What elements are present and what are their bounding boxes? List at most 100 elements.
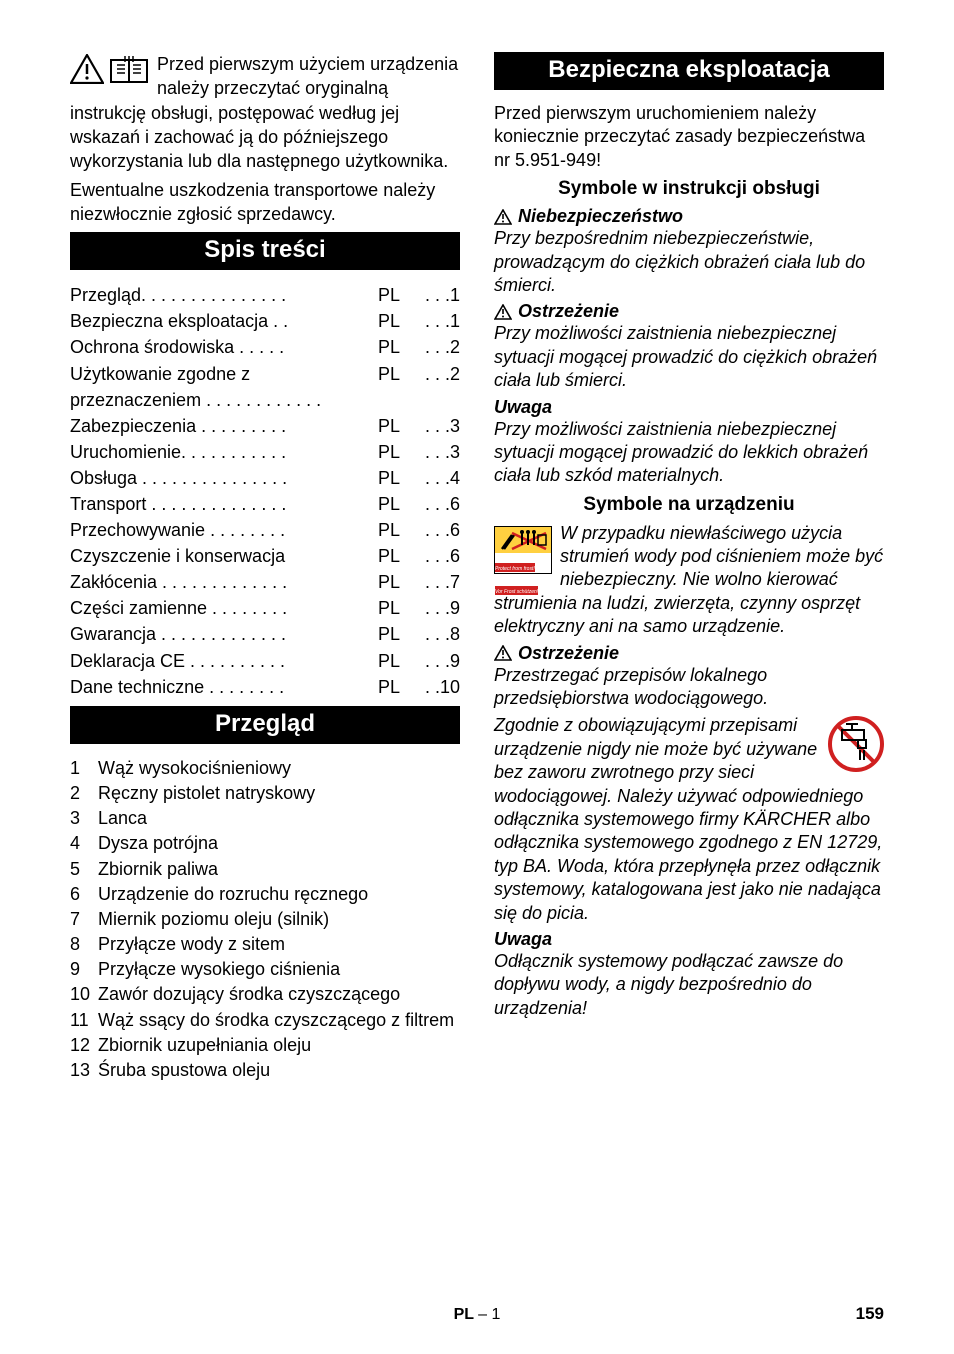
toc-lang: PL [378, 543, 418, 569]
note2-text: Odłącznik systemowy podłączać zawsze do … [494, 950, 884, 1020]
toc-lang: PL [378, 465, 418, 491]
list-text: Zbiornik uzupełniania oleju [98, 1033, 460, 1058]
toc-label: Gwarancja . . . . . . . . . . . . . [70, 621, 378, 647]
list-item: 7Miernik poziomu oleju (silnik) [70, 907, 460, 932]
list-item: 12Zbiornik uzupełniania oleju [70, 1033, 460, 1058]
warning-text: Przy możliwości zaistnienia niebezpieczn… [494, 322, 884, 392]
device-warning-text: W przypadku niewłaściwego użycia strumie… [494, 523, 883, 637]
toc-label: Ochrona środowiska . . . . . [70, 334, 378, 360]
toc-page: . . .4 [418, 465, 460, 491]
list-number: 11 [70, 1008, 98, 1033]
toc-lang: PL [378, 439, 418, 465]
toc-page: . . .3 [418, 413, 460, 439]
list-item: 4Dysza potrójna [70, 831, 460, 856]
toc-label: Transport . . . . . . . . . . . . . . [70, 491, 378, 517]
danger-text: Przy bezpośrednim niebezpieczeństwie, pr… [494, 227, 884, 297]
toc-page: . . .7 [418, 569, 460, 595]
toc-page: . . .2 [418, 361, 460, 387]
list-text: Dysza potrójna [98, 831, 460, 856]
list-number: 9 [70, 957, 98, 982]
toc-row: Gwarancja . . . . . . . . . . . . .PL . … [70, 621, 460, 647]
toc-row: Dane techniczne . . . . . . . .PL . .10 [70, 674, 460, 700]
toc-page: . .10 [418, 674, 460, 700]
warning2-p2: Zgodnie z obowiązującymi przepisami urzą… [494, 715, 882, 922]
list-item: 2Ręczny pistolet natryskowy [70, 781, 460, 806]
list-item: 13Śruba spustowa oleju [70, 1058, 460, 1083]
toc-row: Zakłócenia . . . . . . . . . . . . .PL .… [70, 569, 460, 595]
warning-label-text: Ostrzeżenie [518, 301, 619, 322]
toc-label: Czyszczenie i konserwacja [70, 543, 378, 569]
toc-row: Uruchomienie. . . . . . . . . . .PL . . … [70, 439, 460, 465]
list-number: 4 [70, 831, 98, 856]
warning2-label-text: Ostrzeżenie [518, 643, 619, 664]
warning-label: Ostrzeżenie [494, 301, 884, 322]
no-tap-icon [828, 716, 884, 772]
toc-label: Dane techniczne . . . . . . . . [70, 674, 378, 700]
danger-label: Niebezpieczeństwo [494, 206, 884, 227]
list-text: Śruba spustowa oleju [98, 1058, 460, 1083]
toc-page: . . .9 [418, 648, 460, 674]
toc-label: Użytkowanie zgodne z przeznaczeniem . . … [70, 361, 378, 413]
toc-row: Przechowywanie . . . . . . . .PL . . .6 [70, 517, 460, 543]
warning2-p1: Przestrzegać przepisów lokalnego przedsi… [494, 664, 884, 711]
warning-triangle-icon [494, 645, 512, 661]
right-column: Bezpieczna eksploatacja Przed pierwszym … [494, 52, 884, 1083]
intro-icons [70, 54, 149, 84]
toc-label: Zabezpieczenia . . . . . . . . . [70, 413, 378, 439]
note-label: Uwaga [494, 397, 884, 418]
toc-label: Przegląd. . . . . . . . . . . . . . . [70, 282, 378, 308]
toc-lang: PL [378, 361, 418, 387]
footer-page-rel: – 1 [478, 1306, 500, 1323]
note-text: Przy możliwości zaistnienia niebezpieczn… [494, 418, 884, 488]
list-number: 5 [70, 857, 98, 882]
toc-row: Obsługa . . . . . . . . . . . . . . .PL … [70, 465, 460, 491]
list-text: Miernik poziomu oleju (silnik) [98, 907, 460, 932]
list-text: Wąż wysokociśnieniowy [98, 756, 460, 781]
warning-triangle-icon [494, 304, 512, 320]
toc-page: . . .6 [418, 543, 460, 569]
toc-label: Uruchomienie. . . . . . . . . . . [70, 439, 378, 465]
list-text: Przyłącze wysokiego ciśnienia [98, 957, 460, 982]
list-number: 8 [70, 932, 98, 957]
intro-paragraph: Przed pierwszym użyciem urządzenia należ… [70, 52, 460, 173]
list-item: 9Przyłącze wysokiego ciśnienia [70, 957, 460, 982]
warning2-block: Zgodnie z obowiązującymi przepisami urzą… [494, 714, 884, 925]
toc-row: Części zamienne . . . . . . . .PL . . .9 [70, 595, 460, 621]
list-number: 7 [70, 907, 98, 932]
list-number: 13 [70, 1058, 98, 1083]
toc-row: Czyszczenie i konserwacjaPL . . .6 [70, 543, 460, 569]
toc-lang: PL [378, 648, 418, 674]
toc-label: Deklaracja CE . . . . . . . . . . [70, 648, 378, 674]
warning-triangle-icon [70, 54, 104, 84]
list-item: 3Lanca [70, 806, 460, 831]
spray-warning-icon: Protect from frost!Vor Frost schützen! [494, 526, 552, 574]
toc-page: . . .8 [418, 621, 460, 647]
symbols-manual-heading: Symbole w instrukcji obsługi [494, 178, 884, 200]
toc-row: Bezpieczna eksploatacja . .PL . . .1 [70, 308, 460, 334]
toc-lang: PL [378, 569, 418, 595]
note2-label: Uwaga [494, 929, 884, 950]
toc-page: . . .1 [418, 308, 460, 334]
toc-row: Użytkowanie zgodne z przeznaczeniem . . … [70, 361, 460, 413]
toc-lang: PL [378, 308, 418, 334]
toc-label: Bezpieczna eksploatacja . . [70, 308, 378, 334]
overview-list: 1Wąż wysokociśnieniowy2Ręczny pistolet n… [70, 756, 460, 1083]
list-text: Ręczny pistolet natryskowy [98, 781, 460, 806]
device-warning-block: Protect from frost!Vor Frost schützen! W… [494, 522, 884, 639]
toc-row: Deklaracja CE . . . . . . . . . .PL . . … [70, 648, 460, 674]
toc-lang: PL [378, 674, 418, 700]
list-number: 6 [70, 882, 98, 907]
list-text: Lanca [98, 806, 460, 831]
toc-lang: PL [378, 491, 418, 517]
list-number: 10 [70, 982, 98, 1007]
toc-page: . . .1 [418, 282, 460, 308]
danger-label-text: Niebezpieczeństwo [518, 206, 683, 227]
toc-page: . . .3 [418, 439, 460, 465]
toc-row: Przegląd. . . . . . . . . . . . . . .PL … [70, 282, 460, 308]
safety-heading: Bezpieczna eksploatacja [494, 52, 884, 90]
list-text: Zawór dozujący środka czyszczącego [98, 982, 460, 1007]
list-item: 6Urządzenie do rozruchu ręcznego [70, 882, 460, 907]
toc-label: Przechowywanie . . . . . . . . [70, 517, 378, 543]
toc-lang: PL [378, 621, 418, 647]
toc-lang: PL [378, 282, 418, 308]
